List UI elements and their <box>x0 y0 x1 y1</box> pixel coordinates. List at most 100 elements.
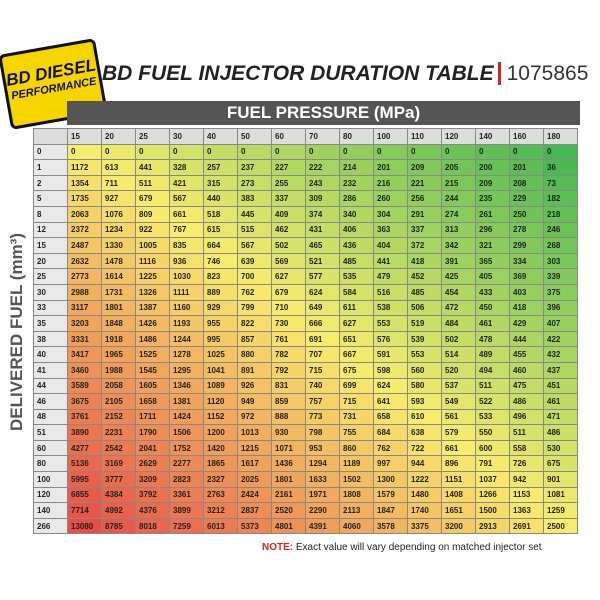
cell: 880 <box>237 346 272 363</box>
cell: 520 <box>441 361 476 379</box>
cell: 553 <box>407 346 442 363</box>
cell: 730 <box>271 315 306 332</box>
cell: 2161 <box>271 486 306 504</box>
cell: 216 <box>373 174 408 192</box>
cell: 340 <box>339 205 374 223</box>
cell: 792 <box>271 361 306 379</box>
table-row: 12 2372 1234 922 767 615 515 462 431 406 363 337 313… <box>33 221 578 239</box>
cell: 2424 <box>237 486 272 504</box>
cell: 860 <box>339 439 374 457</box>
row-label: 35 <box>33 315 68 332</box>
cell: 232 <box>339 174 374 192</box>
cell: 431 <box>305 221 340 239</box>
table-row: 8 2063 1076 809 661 518 445 409 374 340 304 291 274 2… <box>33 205 578 223</box>
cell: 2988 <box>67 283 102 301</box>
cell: 478 <box>475 330 510 348</box>
cell: 451 <box>543 377 578 395</box>
cell: 1801 <box>101 299 136 317</box>
cell: 0 <box>373 143 408 161</box>
cell: 1151 <box>441 471 476 488</box>
cell: 782 <box>271 346 306 363</box>
cell: 5373 <box>237 517 272 535</box>
cell: 558 <box>509 439 544 457</box>
cell: 664 <box>203 237 238 254</box>
cell: 611 <box>339 299 374 317</box>
cell: 250 <box>509 205 544 223</box>
cell: 0 <box>407 143 442 161</box>
table-row: 15 2487 1330 1005 835 664 567 502 465 436 404 372 34… <box>33 237 578 254</box>
cell: 2372 <box>67 221 102 239</box>
cell: 1259 <box>543 502 578 519</box>
cell: 391 <box>441 252 476 270</box>
cell: 1740 <box>407 502 442 519</box>
cell: 286 <box>339 190 374 207</box>
cell: 600 <box>475 439 510 457</box>
cell: 791 <box>475 455 510 473</box>
cell: 519 <box>407 315 442 332</box>
row-label: 20 <box>33 252 68 270</box>
row-label: 46 <box>33 393 68 410</box>
cell: 2632 <box>67 252 102 270</box>
cell: 205 <box>441 159 476 176</box>
cell: 761 <box>271 330 306 348</box>
cell: 403 <box>509 283 544 301</box>
cell: 511 <box>475 377 510 395</box>
cell: 1965 <box>101 346 136 363</box>
cell: 257 <box>203 159 238 176</box>
cell: 255 <box>271 174 306 192</box>
cell: 334 <box>509 252 544 270</box>
cell: 1041 <box>203 361 238 379</box>
cell: 479 <box>373 268 408 285</box>
table-row: 46 3675 2105 1658 1381 1120 949 859 757 715 641 593… <box>33 393 578 410</box>
column-header: 80 <box>339 128 374 145</box>
cell: 0 <box>101 143 136 161</box>
row-title-box: DELIVERED FUEL (mm³) <box>4 130 30 535</box>
cell: 1120 <box>203 393 238 410</box>
cell: 2113 <box>339 502 374 519</box>
cell: 1225 <box>135 268 170 285</box>
cell: 521 <box>305 252 340 270</box>
cell: 831 <box>271 377 306 395</box>
cell: 762 <box>373 439 408 457</box>
cell: 530 <box>543 439 578 457</box>
cell: 2773 <box>67 268 102 285</box>
cell: 710 <box>271 299 306 317</box>
cell: 889 <box>203 283 238 301</box>
table-row: 40 3417 1965 1525 1278 1025 880 782 707 667 591 553… <box>33 346 578 363</box>
cell: 1266 <box>475 486 510 504</box>
cell: 5995 <box>67 471 102 488</box>
cell: 73 <box>543 174 578 192</box>
cell: 1193 <box>169 315 204 332</box>
cell: 699 <box>339 377 374 395</box>
cell: 1579 <box>373 486 408 504</box>
cell: 2063 <box>67 205 102 223</box>
cell: 429 <box>509 315 544 332</box>
column-header: 60 <box>271 128 306 145</box>
cell: 36 <box>543 159 578 176</box>
cell: 539 <box>407 330 442 348</box>
table-row: 5 1735 927 679 567 440 383 337 309 286 260 256 244 23… <box>33 190 578 207</box>
cell: 502 <box>271 237 306 254</box>
column-header: 20 <box>101 128 136 145</box>
cell: 1865 <box>203 455 238 473</box>
table-row: 120 6855 4384 3792 3361 2763 2424 2161 1971 1808 1… <box>33 486 578 504</box>
cell: 1326 <box>135 283 170 301</box>
cell: 3117 <box>67 299 102 317</box>
cell: 675 <box>543 455 578 473</box>
cell: 299 <box>509 237 544 254</box>
cell: 3777 <box>101 471 136 488</box>
cell: 2913 <box>475 517 510 535</box>
cell: 486 <box>543 424 578 441</box>
cell: 7259 <box>169 517 204 535</box>
cell: 496 <box>509 408 544 426</box>
cell: 700 <box>237 268 272 285</box>
cell: 1801 <box>271 471 306 488</box>
cell: 2025 <box>237 471 272 488</box>
cell: 405 <box>475 268 510 285</box>
cell: 4992 <box>101 502 136 519</box>
row-label: 48 <box>33 408 68 426</box>
cell: 2520 <box>271 502 306 519</box>
cell: 260 <box>373 190 408 207</box>
cell: 215 <box>441 174 476 192</box>
cell: 799 <box>237 299 272 317</box>
